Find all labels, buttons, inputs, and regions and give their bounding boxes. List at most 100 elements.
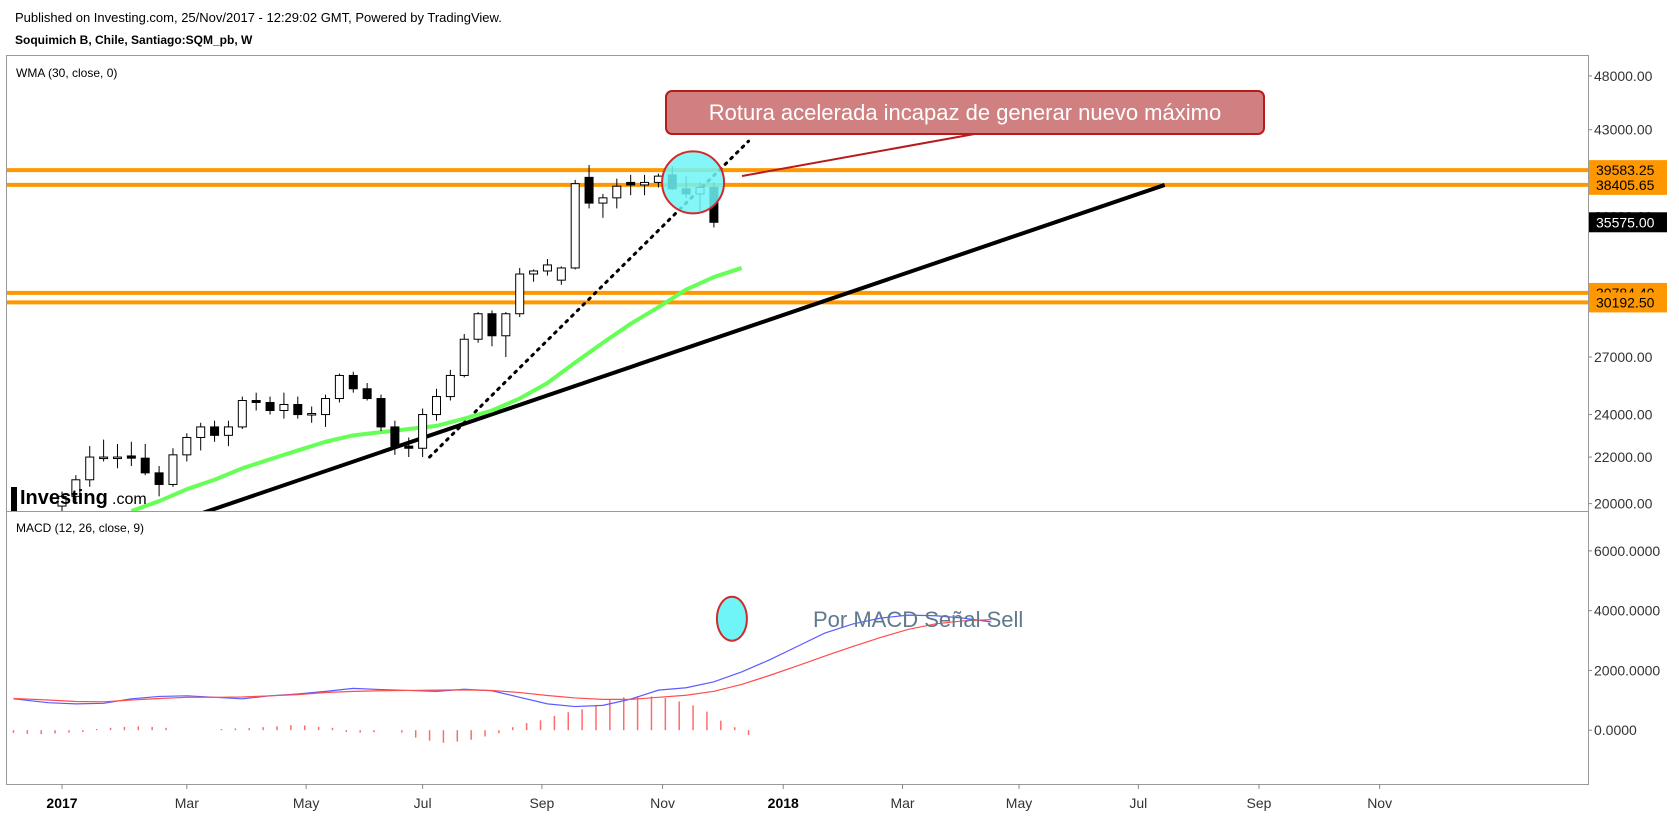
candle-body [57,495,67,507]
candle [71,475,81,504]
y-tick-label: 22000.00 [1594,449,1653,465]
candle-body [126,455,136,459]
trend-line [202,183,1166,511]
y-tick-label: 2000.0000 [1594,662,1660,678]
published-caption: Published on Investing.com, 25/Nov/2017 … [15,10,502,25]
candle-body [237,400,247,428]
candle [584,165,594,209]
last-price-tag [1589,212,1667,233]
x-tick-label: 2018 [768,795,799,811]
candle [640,174,650,196]
candle-body [556,267,566,281]
macd-indicator-label: MACD (12, 26, close, 9) [16,521,144,535]
candle [501,312,511,358]
candle-body [542,264,552,272]
candle [529,269,539,282]
y-tick-label: 24000.00 [1594,407,1653,423]
candle [556,266,566,285]
candle-body [404,445,414,449]
callout-text: Rotura acelerada incapaz de generar nuev… [709,100,1221,125]
candle [168,448,178,487]
macd-plot-area: Por MACD Señal Sell [12,595,1023,743]
candle [154,466,164,497]
investing-logo: Investing .com [11,487,147,511]
y-tick-label: 48000.00 [1594,68,1653,84]
symbol-title: Soquimich B, Chile, Santiago:SQM_pb, W [15,33,253,47]
candle [598,193,608,218]
candle-body [196,426,206,438]
level-tag [1589,292,1667,313]
candle-body [154,472,164,485]
y-tick-label: 6000.0000 [1594,543,1660,559]
candle-body [210,426,220,436]
signal-line [13,619,992,703]
x-tick-label: Sep [529,795,554,811]
candle-body [71,479,81,497]
candle [140,443,150,476]
logo-bar [11,487,17,511]
candle [570,179,580,270]
dotted-trend-line [428,139,751,459]
wma-line [130,266,743,511]
macd-annotation: Por MACD Señal Sell [813,607,1023,632]
x-tick-label: Sep [1247,795,1272,811]
candle [237,396,247,430]
candle [99,439,109,462]
macd-highlight-circle [715,595,748,642]
candle-body [321,398,331,416]
macd-value-axis[interactable]: 6000.0000 4000.0000 2000.0000 0.0000 [1588,543,1660,738]
candle-body [293,403,303,416]
x-tick-label: May [293,795,319,811]
callout-pointer [741,132,981,177]
callout-box [665,90,1265,135]
candle [279,392,289,419]
x-tick-label: Jul [1129,795,1147,811]
candle-body [515,273,525,315]
candle-body [626,181,636,186]
y-tick-label: 4000.0000 [1594,603,1660,619]
candle-body [376,398,386,428]
x-tick-label: 2017 [46,795,77,811]
candle [112,443,122,469]
candle [473,312,483,343]
candle-body [487,313,497,337]
main-plot-area [7,139,1588,511]
candle-body [279,403,289,411]
main-panel: WMA (30, close, 0) [6,55,1589,512]
x-tick-label: Nov [1367,795,1392,811]
candle [251,392,261,411]
candle [404,437,414,458]
candle-body [570,183,580,269]
candle [265,396,275,415]
candle-body [612,185,622,199]
candle-body [265,401,275,411]
x-tick-label: Mar [890,795,914,811]
x-tick-label: Mar [175,795,199,811]
time-axis[interactable]: 2017 Mar May Jul Sep Nov 2018 Mar May Jul Sep Nov [7,784,1588,811]
candle-body [334,374,344,400]
candle [182,433,192,462]
candle-body [85,456,95,481]
candle [487,310,497,347]
x-tick-label: May [1006,795,1032,811]
y-tick-label: 20000.00 [1594,496,1653,512]
candle [376,394,386,432]
main-price-axis[interactable]: 48000.0043000.0039000.0036000.0027000.00… [1588,68,1667,512]
annotations-layer: Rotura acelerada incapaz de generar nuev… [665,90,1265,177]
level-tag-label: 38405.65 [1596,177,1655,193]
candle [418,408,428,458]
y-tick-label: 0.0000 [1594,722,1637,738]
candle [85,446,95,487]
candle [196,422,206,451]
candle-body [182,436,192,456]
logo-suffix: .com [112,491,147,508]
highlight-circle [661,150,726,215]
last-price-label: 35575.00 [1596,214,1655,230]
candle-body [307,413,317,416]
candle-body [501,313,511,337]
level-tag-label: 39583.25 [1596,162,1655,178]
candle [126,441,136,467]
y-tick-label: 43000.00 [1594,122,1653,138]
macd-line [13,614,992,708]
